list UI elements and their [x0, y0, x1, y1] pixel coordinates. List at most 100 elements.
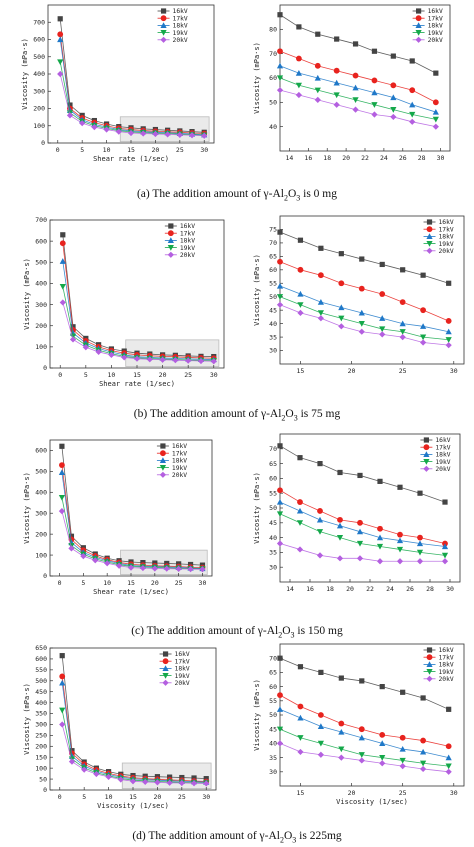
data-point-19kV [57, 59, 64, 66]
data-point-16kV [277, 655, 283, 661]
legend-marker-16kV [416, 8, 422, 14]
data-point-17kV [333, 67, 340, 74]
y-axis-label: Viscosity (mPa·s) [23, 683, 31, 755]
legend-marker-18kV [167, 237, 174, 243]
data-point-20kV [57, 70, 64, 78]
legend-label-18kV: 18kV [439, 234, 454, 241]
data-point-17kV [445, 743, 452, 750]
data-point-19kV [297, 302, 304, 308]
data-point-17kV [295, 55, 302, 62]
data-point-17kV [417, 534, 423, 541]
y-tick-label: 50 [269, 293, 277, 301]
data-point-20kV [164, 131, 171, 138]
x-tick-label: 25 [175, 579, 183, 587]
series-18kV [276, 706, 452, 761]
y-tick-label: 100 [35, 764, 47, 772]
data-point-17kV [277, 258, 283, 265]
series-line-19kV [279, 296, 449, 341]
data-point-20kV [115, 562, 123, 569]
data-point-19kV [297, 735, 304, 741]
legend-marker-19kV [159, 465, 167, 471]
data-point-18kV [338, 304, 345, 311]
legend-label-20kV: 20kV [435, 466, 450, 473]
data-point-16kV [446, 706, 452, 712]
data-point-20kV [333, 101, 340, 108]
data-point-17kV [59, 673, 66, 680]
data-point-20kV [103, 126, 110, 133]
data-point-19kV [356, 540, 364, 547]
y-tick-label: 500 [35, 468, 47, 476]
x-tick-label: 25 [399, 789, 407, 797]
data-point-20kV [317, 751, 324, 758]
x-tick-label: 15 [129, 793, 137, 801]
data-point-20kV [416, 558, 424, 565]
data-point-17kV [379, 291, 386, 297]
data-point-18kV [379, 315, 386, 321]
y-tick-label: 100 [33, 122, 45, 130]
data-point-20kV [276, 301, 284, 308]
legend-label-17kV: 17kV [428, 15, 443, 22]
x-tick-label: 20 [346, 585, 354, 593]
data-point-20kV [66, 112, 74, 119]
chart-c-right: 14 16 18 20 22 24 26 28 30 30 35 40 45 50 55 60 65 70 Visc… [253, 433, 461, 593]
x-tick-label: 15 [297, 367, 305, 375]
data-point-19kV [295, 82, 302, 89]
legend-marker-18kV [415, 22, 422, 28]
y-tick-label: 50 [269, 711, 277, 719]
data-point-18kV [416, 540, 424, 547]
data-point-18kV [59, 679, 66, 686]
data-point-20kV [399, 763, 406, 770]
y-tick-label: 30 [269, 563, 277, 571]
data-point-18kV [276, 706, 284, 712]
data-point-20kV [104, 560, 111, 567]
data-point-19kV [399, 757, 406, 764]
data-point-19kV [358, 752, 365, 758]
data-point-17kV [317, 508, 323, 514]
data-point-20kV [336, 555, 344, 562]
data-point-16kV [277, 443, 283, 449]
y-tick-label: 650 [35, 644, 47, 652]
legend-marker-19kV [423, 459, 430, 465]
legend-marker-20kV [426, 675, 433, 682]
data-point-16kV [59, 653, 65, 659]
figure-panel-b: 0 5 10 15 20 25 30 0 100 200 300 400 500 600 700 Shear … [0, 212, 474, 430]
data-point-18kV [316, 516, 324, 523]
chart-b-left: 0 5 10 15 20 25 300100200300400500600700Shear … [23, 216, 225, 388]
y-tick-label: 500 [35, 677, 47, 685]
legend-marker-20kV [162, 679, 169, 686]
data-point-16kV [318, 245, 324, 251]
data-point-16kV [338, 675, 344, 681]
chart-b-right: 15 20 25 30 30 35 40 45 50 55 60 65 70 75 Viscosity (m… [253, 215, 465, 375]
data-point-16kV [442, 499, 448, 505]
y-tick-label: 60 [269, 683, 277, 691]
data-point-18kV [441, 543, 449, 550]
data-point-19kV [59, 284, 66, 290]
legend-label-20kV: 20kV [439, 676, 454, 683]
y-tick-label: 400 [35, 489, 47, 497]
data-point-17kV [399, 734, 406, 741]
x-tick-label: 25 [399, 367, 407, 375]
data-point-16kV [337, 469, 343, 476]
x-tick-label: 25 [178, 793, 186, 801]
legend-label-17kV: 17kV [172, 450, 187, 457]
legend-label-17kV: 17kV [175, 658, 190, 665]
data-point-19kV [317, 310, 324, 316]
data-point-17kV [420, 307, 427, 314]
x-tick-label: 30 [200, 146, 208, 154]
legend-marker-18kV [159, 457, 167, 463]
y-axis-label: Viscosity (mPa·s) [23, 472, 31, 544]
data-point-18kV [420, 748, 427, 755]
data-point-18kV [295, 70, 302, 76]
y-tick-label: 150 [35, 753, 47, 761]
data-point-17kV [432, 99, 439, 106]
data-point-19kV [276, 294, 284, 300]
data-point-18kV [317, 299, 324, 305]
data-point-20kV [338, 323, 345, 330]
x-tick-label: 30 [210, 371, 218, 379]
data-point-17kV [397, 531, 403, 538]
legend-label-19kV: 19kV [435, 459, 450, 466]
